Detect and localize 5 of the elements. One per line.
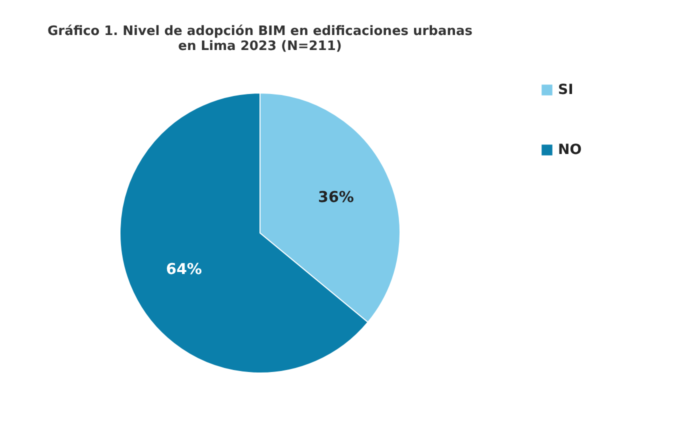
data-label: 64% — [166, 260, 202, 278]
chart-title: Gráfico 1. Nivel de adopción BIM en edificaciones urbanas en Lima 2023 (N=211) — [47, 24, 473, 54]
legend-label: NO — [558, 142, 582, 158]
data-label: 36% — [318, 188, 354, 206]
legend-label: SI — [558, 82, 574, 98]
